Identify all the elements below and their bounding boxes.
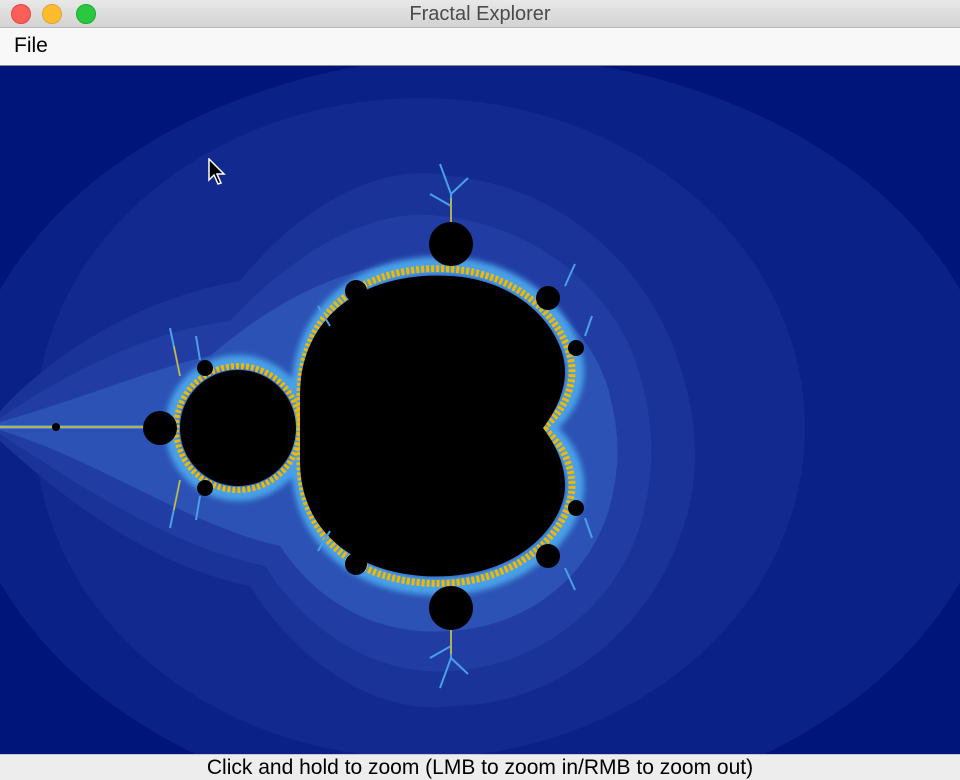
- mini-bulb: [52, 423, 60, 431]
- small-bulb-5: [197, 360, 213, 376]
- close-window-button[interactable]: [11, 4, 31, 24]
- top-bulb: [429, 222, 473, 266]
- small-bulb-7: [568, 340, 584, 356]
- minimize-window-button[interactable]: [42, 4, 62, 24]
- zoom-window-button[interactable]: [76, 4, 96, 24]
- fractal-image: [0, 66, 960, 754]
- small-bulb-2: [345, 553, 367, 575]
- small-bulb-4: [536, 544, 560, 568]
- small-bulb-6: [197, 480, 213, 496]
- filaments-gold: [173, 198, 452, 654]
- filaments: [169, 163, 593, 689]
- main-cardioid: [300, 275, 565, 577]
- fractal-canvas[interactable]: [0, 66, 960, 754]
- mouse-pointer-icon: [208, 158, 226, 185]
- status-hint: Click and hold to zoom (LMB to zoom in/R…: [206, 756, 754, 779]
- small-bulb-3: [536, 286, 560, 310]
- period2-bulb: [180, 370, 296, 486]
- bottom-bulb: [429, 586, 473, 630]
- title-bar[interactable]: Fractal Explorer: [0, 0, 960, 28]
- left-bulb: [143, 411, 177, 445]
- small-bulb-8: [568, 500, 584, 516]
- menu-bar: File: [0, 28, 960, 66]
- small-bulb-1: [345, 280, 367, 302]
- status-bar: Click and hold to zoom (LMB to zoom in/R…: [0, 754, 960, 780]
- menu-file[interactable]: File: [14, 34, 48, 57]
- window-title: Fractal Explorer: [409, 3, 551, 25]
